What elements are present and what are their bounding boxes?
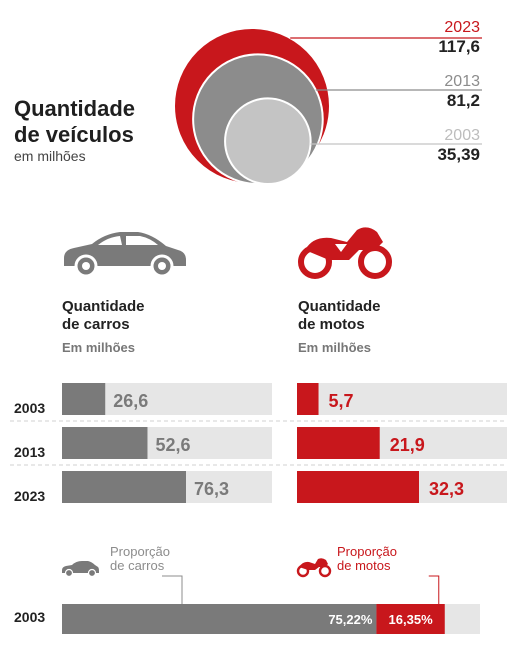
car-bar-label-2013: 52,6	[155, 435, 190, 455]
moto-bar-2013	[297, 427, 380, 459]
car-bar-2003	[62, 383, 106, 415]
proportion-chart: 75,22% 16,35%	[62, 575, 480, 634]
legend-year-2023: 2023	[444, 19, 480, 36]
motos-title-line-2: de motos	[298, 316, 365, 333]
motorcycle-icon	[298, 227, 392, 279]
cars-proportion-line-2: de carros	[110, 558, 165, 573]
cars-proportion-line-1: Proporção	[110, 544, 170, 559]
moto-bar-label-2023: 32,3	[429, 479, 464, 499]
cars-unit: Em milhões	[62, 340, 135, 355]
motos-proportion-line-1: Proporção	[337, 544, 397, 559]
motos-proportion-label: Proporção de motos	[337, 545, 397, 573]
car-icon	[64, 232, 186, 278]
proportion-cars-pct: 75,22%	[328, 612, 373, 627]
motos-section-title: Quantidade de motos	[298, 298, 381, 334]
moto-bar-2003	[297, 383, 319, 415]
legend-value-2013: 81,2	[446, 91, 480, 110]
car-small-icon	[62, 561, 99, 578]
row-year-2013: 2013	[14, 444, 46, 460]
legend-value-2023: 117,6	[438, 37, 480, 56]
car-bar-label-2003: 26,6	[113, 391, 148, 411]
proportion-cars-bar	[62, 604, 377, 634]
cars-title-line-1: Quantidade	[62, 298, 145, 315]
cars-title-line-2: de carros	[62, 316, 130, 333]
title-line-2: de veículos	[14, 122, 134, 147]
moto-bar-track-2003	[297, 383, 507, 415]
car-bar-2013	[62, 427, 148, 459]
legend-value-2003: 35,39	[437, 145, 480, 164]
cars-section-title: Quantidade de carros	[62, 298, 145, 334]
vehicles-bubble-chart	[173, 27, 482, 185]
title-line-1: Quantidade	[14, 96, 136, 121]
car-bar-2023	[62, 471, 186, 503]
proportion-motos-bar	[376, 604, 445, 634]
moto-bar-label-2003: 5,7	[329, 391, 354, 411]
motorcycle-small-icon	[296, 558, 332, 578]
motos-unit: Em milhões	[298, 340, 371, 355]
circle-2003	[224, 97, 312, 185]
motos-leader-line	[428, 575, 440, 604]
cars-leader-line	[162, 575, 183, 604]
legend-year-2003: 2003	[444, 127, 480, 144]
motos-proportion-line-2: de motos	[337, 558, 391, 573]
bars-chart: 26,6 5,7 52,6 21,9 76,3 32,3	[10, 383, 507, 503]
cars-proportion-label: Proporção de carros	[110, 545, 170, 573]
page-subtitle: em milhões	[14, 148, 86, 164]
motos-title-line-1: Quantidade	[298, 298, 381, 315]
row-year-2003: 2003	[14, 400, 46, 416]
moto-bar-label-2013: 21,9	[390, 435, 425, 455]
car-bar-label-2023: 76,3	[194, 479, 229, 499]
row-year-2023: 2023	[14, 488, 46, 504]
proportion-motos-pct: 16,35%	[389, 612, 434, 627]
moto-bar-2023	[297, 471, 419, 503]
proportion-year: 2003	[14, 609, 46, 625]
page-title: Quantidade de veículos	[14, 96, 214, 148]
legend-year-2013: 2013	[444, 73, 480, 90]
